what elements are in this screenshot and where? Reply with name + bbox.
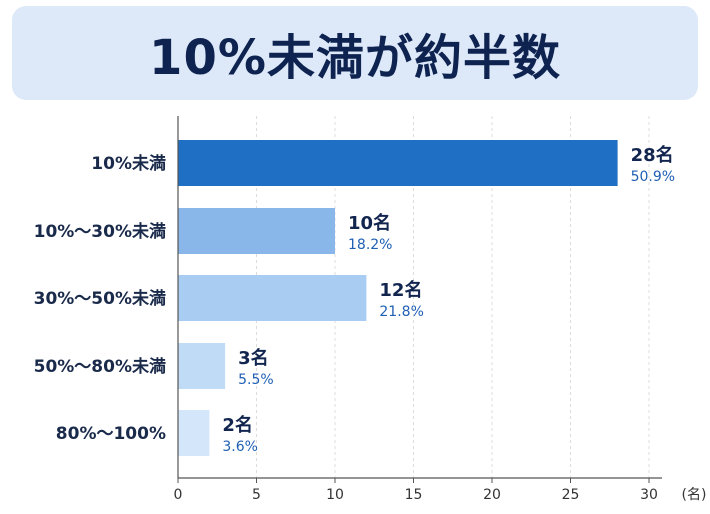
chart-title: 10%未満が約半数	[149, 30, 561, 86]
percent-label-2: 21.8%	[379, 304, 423, 320]
percent-label-3: 5.5%	[238, 372, 274, 388]
category-label-0: 10%未満	[91, 153, 166, 174]
bar-1	[178, 208, 335, 254]
x-tick-label-15: 15	[405, 487, 423, 503]
x-tick-label-5: 5	[252, 487, 261, 503]
value-label-4: 2名	[222, 414, 253, 436]
category-label-1: 10%～30%未満	[34, 221, 166, 242]
category-label-3: 50%～80%未満	[34, 356, 166, 377]
x-tick-label-30: 30	[640, 487, 658, 503]
bar-0	[178, 140, 618, 186]
x-tick-label-10: 10	[326, 487, 344, 503]
title-banner: 10%未満が約半数	[12, 6, 698, 100]
percent-label-0: 50.9%	[631, 169, 675, 185]
x-tick-label-0: 0	[174, 487, 183, 503]
x-tick-label-20: 20	[483, 487, 501, 503]
percent-label-4: 3.6%	[222, 439, 258, 455]
value-label-2: 12名	[379, 279, 422, 301]
bar-3	[178, 343, 226, 389]
value-label-0: 28名	[631, 144, 674, 166]
value-label-1: 10名	[348, 212, 391, 234]
value-label-3: 3名	[238, 347, 269, 369]
x-unit-label: (名)	[682, 487, 707, 503]
bar-4	[178, 410, 210, 456]
x-tick-label-25: 25	[562, 487, 580, 503]
bar-2	[178, 275, 367, 321]
category-label-4: 80%～100%	[56, 424, 166, 444]
category-label-2: 30%～50%未満	[34, 288, 166, 309]
percent-label-1: 18.2%	[348, 237, 392, 253]
